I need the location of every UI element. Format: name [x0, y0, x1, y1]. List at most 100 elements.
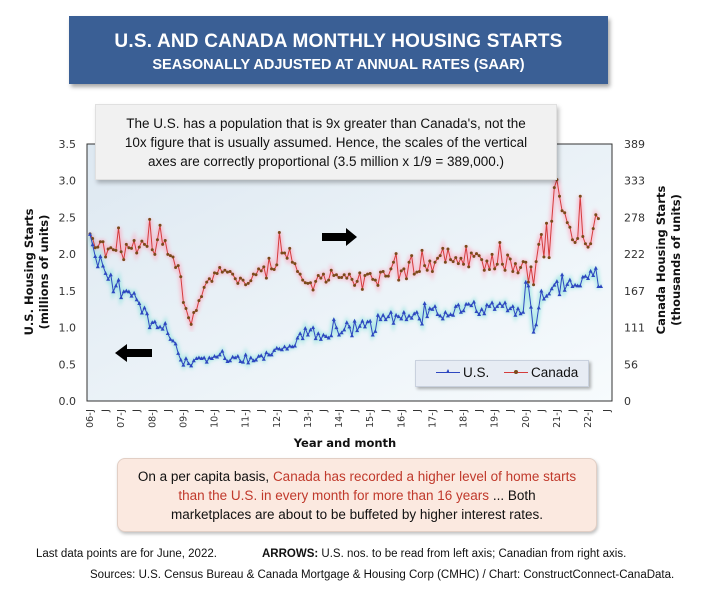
canada-data-point: [200, 295, 204, 299]
us-data-point: [202, 355, 207, 360]
us-data-point: [142, 305, 147, 310]
canada-data-point: [332, 273, 336, 277]
us-data-point: [300, 336, 305, 341]
canada-data-point: [161, 242, 165, 246]
us-data-point: [586, 276, 591, 280]
us-data-point: [241, 359, 246, 364]
canada-data-point: [477, 254, 481, 258]
us-data-point: [352, 318, 357, 323]
canada-data-point: [384, 274, 388, 278]
us-data-point: [388, 309, 393, 314]
canada-data-point: [446, 247, 450, 251]
canada-data-point: [381, 270, 385, 274]
canada-data-point: [293, 262, 297, 266]
us-data-point: [456, 302, 461, 307]
x-tick-label: J: [163, 409, 174, 413]
us-data-point: [414, 309, 419, 314]
us-data-point: [495, 304, 500, 308]
canada-data-point: [192, 310, 196, 314]
canada-data-point: [516, 271, 520, 275]
chart-subtitle: SEASONALLY ADJUSTED AT ANNUAL RATES (SAA…: [152, 57, 525, 73]
canada-data-point: [194, 308, 198, 312]
canada-series: [88, 178, 600, 327]
us-data-point: [113, 283, 118, 288]
us-data-point: [329, 333, 334, 338]
y-right-tick-label: 389: [624, 138, 645, 151]
canada-data-point: [210, 279, 214, 283]
us-data-point: [324, 334, 329, 338]
us-data-point: [466, 301, 471, 306]
x-tick-label: J: [194, 409, 205, 413]
us-data-point: [510, 304, 515, 308]
us-data-point: [360, 318, 365, 323]
note-line-2: 10x figure that is usually assumed. Henc…: [124, 135, 528, 150]
canada-data-point: [176, 264, 180, 268]
canada-data-point: [257, 267, 261, 271]
us-data-point: [163, 320, 168, 325]
canada-data-point: [114, 248, 118, 252]
callout-line-2: than the U.S. in every month for more th…: [178, 488, 536, 503]
us-data-point: [451, 312, 456, 317]
canada-data-point: [132, 238, 136, 242]
us-data-point: [565, 282, 570, 286]
canada-data-point: [329, 268, 333, 272]
canada-data-point: [145, 244, 149, 248]
us-data-point: [526, 283, 531, 288]
us-data-point: [321, 332, 326, 337]
canada-data-point: [251, 272, 255, 276]
callout-line-3: marketplaces are about to be buffeted by…: [171, 507, 543, 522]
us-data-point: [567, 277, 572, 282]
us-data-point: [98, 254, 103, 258]
x-tick-label: J: [256, 409, 267, 413]
canada-data-point: [366, 272, 370, 276]
x-tick-label: 20-J: [521, 409, 532, 428]
canada-data-point: [301, 278, 305, 282]
us-data-point: [215, 354, 220, 359]
canada-data-point: [111, 248, 115, 252]
us-data-point: [399, 316, 404, 321]
x-tick-label: 22-J: [583, 409, 594, 428]
us-data-point: [593, 265, 598, 270]
x-tick-label: 18-J: [459, 409, 470, 428]
y-right-tick-label: 333: [624, 175, 645, 188]
canada-data-point: [529, 265, 533, 269]
us-data-point: [401, 309, 406, 314]
y-axis-right-title-line1: Canada Housing Starts: [654, 186, 668, 335]
canada-data-point: [148, 217, 152, 221]
us-data-point: [599, 284, 603, 289]
canada-data-point: [469, 251, 473, 255]
canada-data-point: [591, 227, 595, 231]
canada-data-point: [360, 287, 364, 291]
canada-data-point: [280, 251, 284, 255]
canada-data-point: [386, 274, 390, 278]
us-data-point: [139, 310, 144, 315]
canada-data-point: [493, 267, 497, 271]
canada-data-point: [503, 268, 507, 272]
x-tick-label: J: [536, 409, 547, 413]
us-data-point: [160, 326, 165, 331]
canada-data-point: [557, 194, 561, 198]
us-data-point: [497, 301, 502, 305]
note-line-3: axes are correctly proportional (3.5 mil…: [147, 154, 505, 169]
us-data-point: [132, 290, 137, 295]
us-data-point: [108, 272, 113, 277]
canada-data-point: [423, 264, 427, 268]
y-axis-left: 0.0 0.5 1.0 1.5 2.0 2.5 3.0 3.5: [59, 138, 77, 408]
canada-data-point: [443, 260, 447, 264]
canada-data-point: [534, 260, 538, 264]
canada-data-point: [583, 242, 587, 246]
us-data-point: [396, 314, 401, 319]
canada-data-point: [404, 277, 408, 281]
us-data-point: [119, 295, 124, 300]
us-data-point: [534, 322, 539, 327]
canada-data-point: [241, 278, 245, 282]
canada-data-point: [436, 256, 440, 260]
us-data-point: [209, 356, 214, 361]
per-capita-callout: On a per capita basis, Canada has record…: [117, 458, 597, 532]
us-data-point: [248, 355, 253, 360]
canada-data-point: [495, 262, 499, 266]
us-data-point: [375, 312, 380, 317]
canada-data-point: [101, 240, 105, 244]
canada-data-point: [228, 270, 232, 274]
us-data-point: [254, 357, 259, 362]
